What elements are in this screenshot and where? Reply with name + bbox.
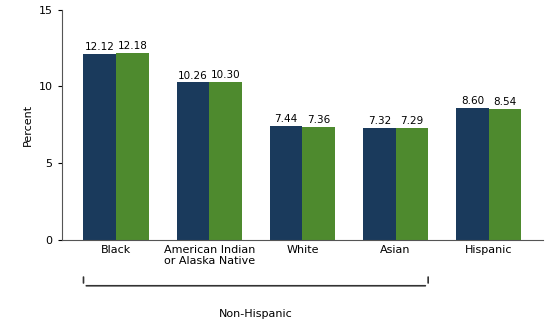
Y-axis label: Percent: Percent: [23, 104, 33, 146]
Bar: [395, 128, 428, 240]
Text: 12.12: 12.12: [85, 42, 115, 52]
Bar: [116, 53, 149, 240]
Text: 10.26: 10.26: [178, 71, 208, 81]
Text: 7.32: 7.32: [367, 116, 391, 126]
Bar: [83, 54, 116, 240]
Bar: [489, 109, 521, 240]
Bar: [363, 128, 395, 240]
Bar: [176, 82, 209, 240]
Bar: [302, 127, 335, 240]
Text: 12.18: 12.18: [118, 41, 147, 52]
Text: 7.36: 7.36: [307, 115, 330, 125]
Text: 10.30: 10.30: [211, 70, 240, 80]
Bar: [209, 82, 242, 240]
Bar: [456, 108, 489, 240]
Text: 8.60: 8.60: [461, 96, 484, 106]
Bar: [270, 126, 302, 240]
Text: 7.29: 7.29: [400, 116, 423, 126]
Text: 7.44: 7.44: [274, 114, 298, 124]
Text: 8.54: 8.54: [493, 97, 517, 107]
Text: Non-Hispanic: Non-Hispanic: [219, 309, 293, 319]
